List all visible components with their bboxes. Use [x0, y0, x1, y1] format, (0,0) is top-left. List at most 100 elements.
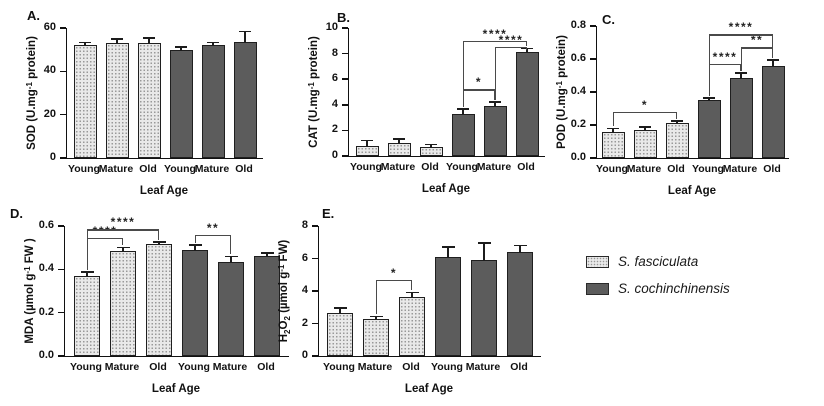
bar-fasciculata-old [665, 123, 689, 158]
sig-bracket-line [613, 111, 677, 114]
error-bar-cap [513, 244, 527, 247]
panel-letter: C. [602, 12, 615, 27]
error-bar-line [366, 141, 368, 148]
x-category-label: Mature [357, 361, 393, 373]
y-tick-mark [312, 225, 318, 227]
bar-fasciculata-young [327, 312, 353, 356]
bar-fasciculata-young [74, 275, 100, 356]
x-category-label: Mature [380, 161, 416, 173]
error-bar-cap [175, 45, 187, 48]
y-axis-title: SOD (U.mg-1 protein) [25, 36, 39, 150]
bar-cochinchinensis-old [761, 65, 785, 158]
y-tick-mark [60, 70, 66, 73]
x-category-label: Old [235, 163, 253, 175]
bar-cochinchinensis-old [254, 256, 280, 356]
error-bar-cap [405, 291, 419, 294]
sig-stars: **** [712, 49, 738, 64]
y-tick-mark [312, 257, 318, 260]
y-axis-title-run: H [278, 333, 290, 343]
bar-fasciculata-old [399, 296, 425, 356]
y-tick-label: 0 [301, 349, 308, 361]
error-bar-line [494, 102, 496, 108]
error-bar-cap [361, 139, 373, 142]
error-bar-line [84, 43, 86, 47]
sig-stars: * [475, 75, 483, 90]
y-tick-label: 20 [43, 107, 56, 120]
bar-fasciculata-young [601, 131, 625, 158]
error-bar-cap [188, 244, 202, 246]
y-tick-mark [312, 290, 318, 292]
sig-stars: **** [728, 20, 754, 35]
bar-fasciculata-mature [363, 318, 389, 356]
legend-label-fasciculata: S. fasciculata [618, 254, 699, 269]
x-category-label: Mature [194, 163, 230, 175]
bar-cochinchinensis-young [435, 256, 461, 356]
x-category-label: Old [402, 361, 420, 373]
x-axis-title: Leaf Age [667, 185, 717, 197]
sig-bracket-drop [195, 234, 197, 243]
error-bar-line [116, 39, 118, 45]
sig-bracket-line [463, 40, 527, 43]
x-category-label: Young [68, 163, 100, 175]
error-bar-line [772, 60, 774, 67]
error-bar-line [266, 253, 268, 258]
error-bar-line [398, 139, 400, 144]
error-bar-line [244, 32, 246, 44]
x-category-label: Old [139, 163, 157, 175]
error-bar-line [122, 248, 124, 252]
y-tick-mark [590, 124, 596, 126]
sig-bracket-drop [739, 63, 741, 71]
error-bar-cap [80, 271, 94, 273]
bar-fasciculata-young [355, 146, 379, 156]
error-bar-line [644, 127, 646, 131]
x-category-label: Young [164, 163, 196, 175]
x-category-label: Mature [722, 163, 758, 175]
panel-d-mda: D. MDA (µmol g-1 FW ) **** **** ** 0.0 0.2 0.4 0… [8, 200, 298, 400]
x-axis-title: Leaf Age [139, 185, 189, 197]
sig-bracket-drop [121, 237, 123, 246]
x-category-label: Mature [104, 361, 140, 373]
sig-bracket-drop [525, 46, 527, 50]
error-bar-cap [671, 120, 683, 122]
sig-stars: **** [110, 215, 136, 230]
y-tick-label: 0.6 [570, 52, 586, 64]
panel-letter: A. [27, 8, 40, 23]
x-category-label: Old [763, 163, 781, 175]
error-bar-cap [116, 246, 130, 249]
x-category-label: Young [323, 361, 355, 373]
y-axis-title: MDA (µmol g-1 FW ) [23, 238, 37, 343]
y-tick-label: 0.4 [570, 85, 586, 97]
error-bar-line [86, 272, 88, 277]
error-bar-cap [457, 108, 469, 110]
y-tick-label: 2 [301, 316, 308, 329]
x-category-label: Old [517, 161, 535, 173]
y-tick-label: 0.2 [38, 305, 54, 318]
y-tick-label: 0 [49, 151, 56, 163]
error-bar-line [339, 308, 341, 314]
legend-swatch-dark-solid [586, 282, 609, 295]
y-tick-label: 10 [325, 21, 338, 33]
bar-fasciculata-mature [110, 250, 136, 356]
x-category-label: Young [70, 361, 102, 373]
error-bar-cap [639, 126, 651, 128]
legend-swatch-light-stippled [586, 255, 609, 268]
y-tick-label: 0.4 [38, 262, 54, 275]
error-bar-line [676, 121, 678, 125]
y-tick-label: 6 [301, 251, 308, 264]
error-bar-cap [521, 47, 533, 50]
error-bar-cap [735, 72, 747, 74]
error-bar-line [148, 38, 150, 45]
y-tick-label: 0 [331, 149, 338, 161]
panel-letter: E. [322, 206, 335, 221]
x-category-label: Mature [476, 161, 512, 173]
error-bar-cap [333, 307, 347, 309]
bar-fasciculata-young [73, 45, 97, 158]
y-tick-label: 0.2 [570, 118, 586, 130]
bar-cochinchinensis-young [169, 49, 193, 158]
bar-fasciculata-old [137, 43, 161, 158]
x-category-label: Young [178, 361, 210, 373]
error-bar-line [708, 98, 710, 102]
sig-stars: * [641, 97, 649, 112]
bar-cochinchinensis-young [182, 249, 208, 356]
sig-bracket-line [495, 46, 527, 48]
